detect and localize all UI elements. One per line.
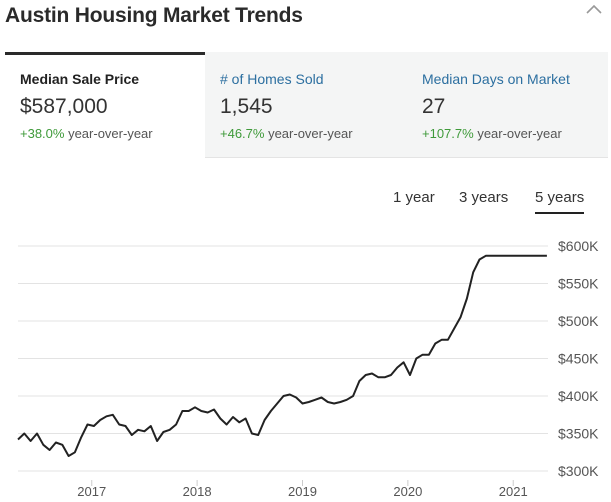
range-5-years[interactable]: 5 years <box>535 189 585 214</box>
chart-grid <box>18 245 548 472</box>
x-tick-label: 2021 <box>499 484 528 499</box>
y-tick-label: $450K <box>558 351 599 367</box>
tabs-background <box>205 52 608 158</box>
tab-label: # of Homes Sold <box>220 71 324 87</box>
change-suffix: year-over-year <box>477 126 562 141</box>
x-tick-label: 2019 <box>288 484 317 499</box>
y-tick-label: $300K <box>558 463 599 479</box>
tab-change: +46.7% year-over-year <box>220 126 407 141</box>
change-percent: +107.7% <box>422 126 474 141</box>
metric-tabs: Median Sale Price $587,000 +38.0% year-o… <box>5 52 608 158</box>
time-range-selector: 1 year 3 years 5 years <box>393 189 603 217</box>
y-tick-label: $350K <box>558 426 599 442</box>
range-3-years[interactable]: 3 years <box>459 189 509 206</box>
change-percent: +38.0% <box>20 126 65 141</box>
x-tick-label: 2017 <box>77 484 106 499</box>
y-tick-label: $600K <box>558 238 599 254</box>
tab-median-sale-price[interactable]: Median Sale Price $587,000 +38.0% year-o… <box>5 52 205 158</box>
y-tick-label: $550K <box>558 276 599 292</box>
tab-label: Median Sale Price <box>20 71 140 87</box>
tab-label: Median Days on Market <box>422 71 570 87</box>
tab-days-on-market[interactable]: Median Days on Market 27 +107.7% year-ov… <box>407 52 608 158</box>
y-tick-label: $400K <box>558 388 599 404</box>
range-1-year[interactable]: 1 year <box>393 189 435 206</box>
x-tick-label: 2020 <box>393 484 422 499</box>
x-tick-label: 2018 <box>183 484 212 499</box>
tab-homes-sold[interactable]: # of Homes Sold 1,545 +46.7% year-over-y… <box>205 52 407 158</box>
y-tick-label: $500K <box>558 313 599 329</box>
change-suffix: year-over-year <box>68 126 153 141</box>
tab-value: $587,000 <box>20 95 108 118</box>
chevron-up-icon[interactable] <box>585 2 603 16</box>
price-line-chart: $300K $350K $400K $450K $500K $550K $600K 2017… <box>17 238 599 499</box>
change-suffix: year-over-year <box>268 126 353 141</box>
page-title: Austin Housing Market Trends <box>5 4 303 27</box>
tab-value: 27 <box>422 95 446 118</box>
series-line-median-sale-price <box>17 254 547 457</box>
y-axis-ticks: $300K $350K $400K $450K $500K $550K $600K <box>558 238 599 479</box>
tab-change: +38.0% year-over-year <box>20 126 205 141</box>
tab-value: 1,545 <box>220 95 273 118</box>
tab-change: +107.7% year-over-year <box>422 126 608 141</box>
change-percent: +46.7% <box>220 126 265 141</box>
x-axis-ticks: 2017 2018 2019 2020 2021 <box>77 480 528 499</box>
